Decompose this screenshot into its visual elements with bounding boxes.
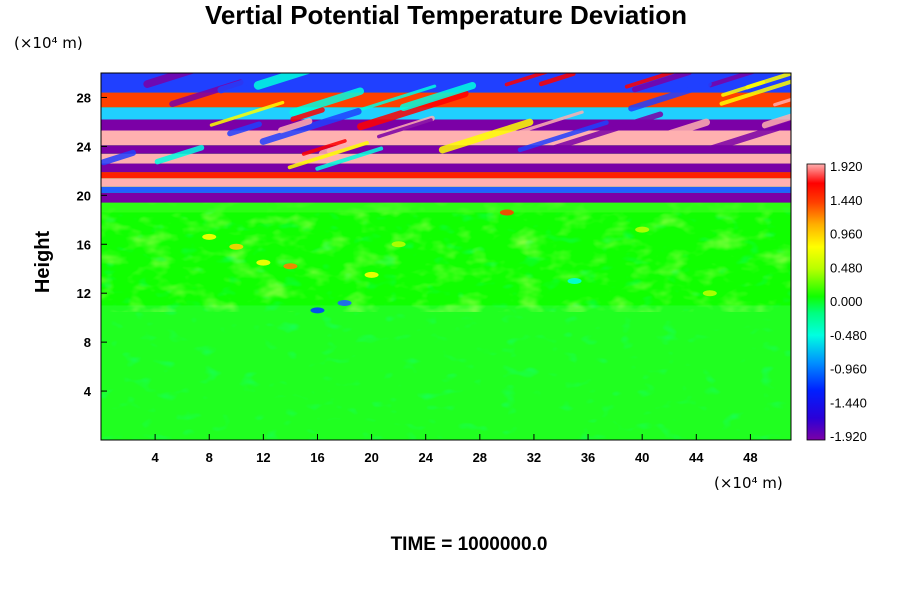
y-tick-label: 4 (84, 384, 92, 399)
heatmap-streak (349, 84, 437, 115)
y-axis-label: Height (32, 231, 54, 294)
x-tick-label: 48 (743, 450, 757, 465)
heatmap-streak (278, 118, 313, 134)
y-tick-label: 16 (77, 237, 91, 252)
heatmap-streak (761, 113, 791, 129)
colorbar-tick-label: -0.480 (830, 328, 867, 343)
heatmap-spot (202, 233, 217, 240)
colorbar (806, 163, 826, 441)
heatmap-streak (517, 120, 609, 153)
heatmap-streak (632, 73, 692, 93)
y-tick-label: 20 (77, 188, 91, 203)
heatmap-streak (209, 100, 285, 127)
time-annotation: TIME = 1000000.0 (391, 534, 548, 555)
heatmap-streak (721, 80, 766, 97)
heatmap-streak (101, 149, 137, 166)
heatmap-spot (391, 241, 406, 248)
colorbar-tick-label: 1.920 (830, 159, 863, 174)
heatmap-streak (217, 73, 266, 94)
heatmap-spot (635, 226, 650, 233)
heatmap-cyan-patches (101, 207, 791, 440)
x-axis-ticks: 4 8 12 16 20 24 28 32 36 40 44 48 (152, 434, 758, 465)
chart-title: Vertial Potential Temperature Deviation (205, 0, 687, 30)
colorbar-ticks: 1.920 1.440 0.960 0.480 0.000 -0.480 -0.960 -1.… (830, 159, 867, 444)
heatmap-streak (490, 110, 584, 143)
x-tick-label: 8 (206, 450, 213, 465)
x-tick-label: 24 (418, 450, 433, 465)
x-tick-label: 12 (256, 450, 270, 465)
colorbar-tick-label: 0.480 (830, 260, 863, 275)
y-tick-label: 12 (77, 286, 91, 301)
heatmap-streak (504, 73, 550, 87)
heatmap-band (101, 153, 791, 164)
heatmap-transition-zone (101, 202, 791, 213)
heatmap-band (101, 107, 791, 120)
heatmap-spot (702, 290, 717, 297)
heatmap-streak (318, 135, 374, 159)
x-tick-label: 36 (581, 450, 595, 465)
heatmap-streak (552, 111, 664, 151)
heatmap-band (101, 130, 791, 146)
heatmap-streak (287, 141, 369, 170)
heatmap-streak (706, 120, 791, 153)
heatmap-spot (283, 263, 298, 270)
colorbar-tick-label: 1.440 (830, 193, 863, 208)
heatmap-band (101, 178, 791, 187)
heatmap-spot (499, 209, 514, 216)
heatmap-streak (143, 73, 196, 88)
heatmap-streak (290, 107, 325, 122)
heatmap-streak (399, 81, 477, 111)
heatmap-streak (259, 108, 362, 145)
x-unit-label: (×10⁴ m) (714, 474, 783, 492)
heatmap-spot (364, 271, 379, 278)
heatmap-streak (253, 73, 312, 90)
x-tick-label: 28 (473, 450, 487, 465)
heatmap-streak (628, 80, 712, 112)
x-tick-label: 32 (527, 450, 541, 465)
heatmap-streak (301, 139, 347, 156)
heatmap-streak (377, 118, 433, 139)
heatmap-streak (154, 144, 205, 165)
y-tick-label: 8 (84, 335, 91, 350)
heatmap-spot (256, 259, 271, 266)
y-tick-label: 28 (77, 90, 91, 105)
plot-frame (100, 72, 792, 441)
heatmap-plot-area (101, 73, 791, 440)
heatmap-spot (310, 307, 325, 314)
heatmap-band (101, 119, 791, 131)
colorbar-tick-label: 0.000 (830, 294, 863, 309)
colorbar-tick-label: -1.440 (830, 395, 867, 410)
x-tick-label: 20 (364, 450, 378, 465)
x-tick-label: 16 (310, 450, 324, 465)
heatmap-streak (708, 73, 757, 88)
heatmap-streak (289, 87, 365, 117)
heatmap-streak (438, 118, 534, 154)
heatmap-streak (538, 73, 576, 87)
colorbar-tick-label: -0.960 (830, 362, 867, 377)
heatmap-streak (719, 79, 791, 106)
y-unit-label: (×10⁴ m) (14, 34, 83, 52)
y-axis-ticks: 4 8 12 16 20 24 28 (77, 90, 107, 399)
heatmap-band (101, 192, 791, 203)
heatmap-streak (649, 118, 710, 143)
heatmap-streak (315, 146, 384, 171)
x-tick-label: 40 (635, 450, 649, 465)
heatmap-streak (357, 89, 469, 131)
heatmap-band (101, 186, 791, 193)
x-tick-label: 4 (152, 450, 160, 465)
heatmap-band (101, 172, 791, 179)
heatmap-band (101, 163, 791, 173)
y-tick-label: 24 (77, 139, 92, 154)
colorbar-tick-label: -1.920 (830, 429, 867, 444)
heatmap-spot (567, 277, 582, 284)
heatmap-streak (227, 121, 262, 137)
colorbar-tick-label: 0.960 (830, 227, 863, 242)
x-tick-label: 44 (689, 450, 704, 465)
heatmap-spot (337, 299, 352, 306)
heatmap-spot (229, 243, 244, 250)
